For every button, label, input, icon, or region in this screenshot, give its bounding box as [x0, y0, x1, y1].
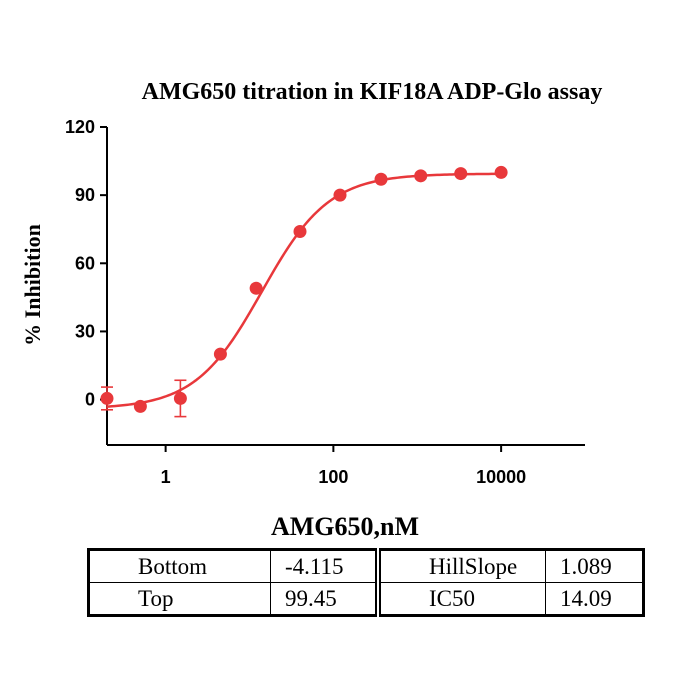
- chart: AMG650 titration in KIF18A ADP-Glo assay…: [20, 79, 603, 541]
- axes: 0 30 60 90 120 1 100 10000: [65, 117, 585, 487]
- x-tick-label: 1: [161, 467, 171, 487]
- y-tick-label: 120: [65, 117, 95, 137]
- param-value-ic50: 14.09: [545, 582, 644, 616]
- y-axis-label: % Inhibition: [20, 224, 45, 346]
- data-point: [494, 165, 508, 179]
- y-tick-label: 30: [75, 321, 95, 341]
- param-value-bottom: -4.115: [270, 549, 381, 583]
- param-label-bottom: Bottom: [88, 549, 271, 583]
- table-row: Top 99.45 IC50 14.09: [88, 582, 644, 616]
- data-point: [374, 172, 388, 186]
- data-point: [454, 167, 468, 181]
- data-point: [133, 399, 147, 413]
- data-points: [100, 165, 508, 418]
- fit-parameters-table: Bottom -4.115 HillSlope 1.089 Top 99.45 …: [87, 548, 645, 617]
- param-label-ic50: IC50: [377, 582, 546, 616]
- data-point: [100, 391, 114, 405]
- x-axis-label: AMG650,nM: [271, 512, 419, 541]
- y-tick-label: 90: [75, 185, 95, 205]
- y-tick-label: 60: [75, 253, 95, 273]
- param-value-top: 99.45: [270, 582, 381, 616]
- data-point: [293, 224, 307, 238]
- chart-title: AMG650 titration in KIF18A ADP-Glo assay: [142, 79, 603, 105]
- table-row: Bottom -4.115 HillSlope 1.089: [88, 549, 644, 583]
- fit-curve: [106, 172, 502, 408]
- data-point: [173, 391, 187, 405]
- x-tick-label: 100: [318, 467, 348, 487]
- data-point: [249, 281, 263, 295]
- data-point: [414, 169, 428, 183]
- param-value-hillslope: 1.089: [545, 549, 644, 583]
- param-label-hillslope: HillSlope: [377, 549, 546, 583]
- data-point: [333, 188, 347, 202]
- y-tick-label: 0: [85, 390, 95, 410]
- fit-curve-line: [106, 172, 502, 408]
- data-point: [213, 347, 227, 361]
- x-tick-label: 10000: [476, 467, 526, 487]
- param-label-top: Top: [88, 582, 271, 616]
